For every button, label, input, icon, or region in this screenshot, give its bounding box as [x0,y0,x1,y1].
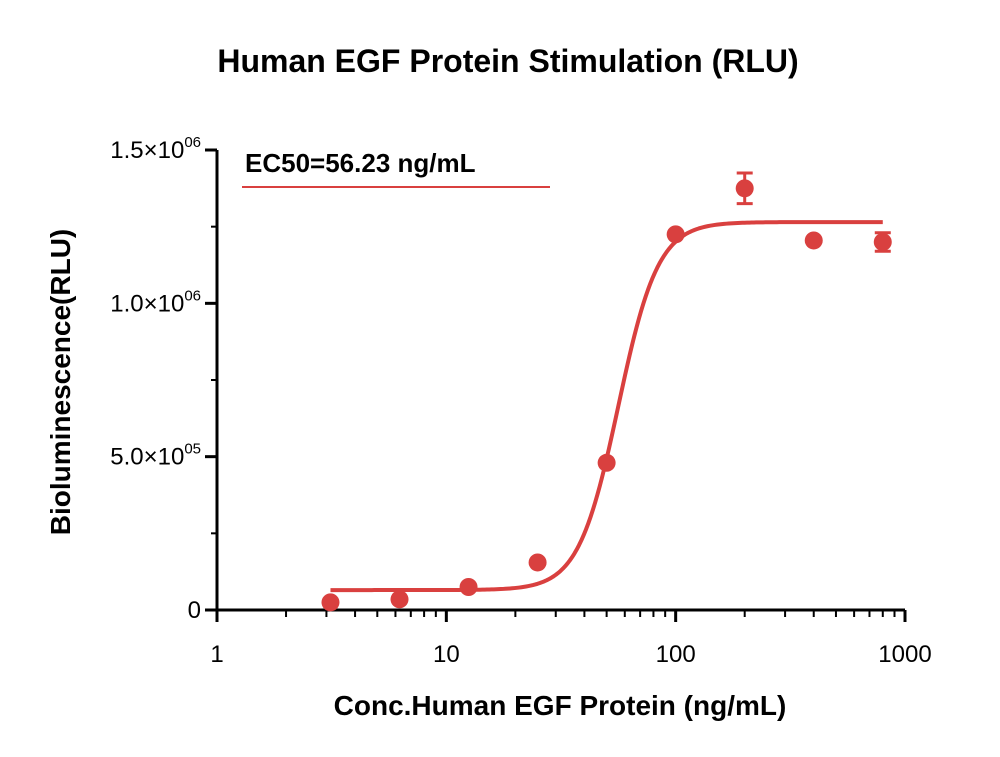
ec50-annotation: EC50=56.23 ng/mL [245,148,476,178]
y-tick-label: 1.0×1006 [110,287,201,317]
data-points-layer [321,171,892,612]
data-point [390,590,409,609]
data-point [459,578,478,596]
data-point [528,553,547,572]
data-point [597,453,616,472]
x-axis-title: Conc.Human EGF Protein (ng/mL) [334,690,787,721]
x-tick-label: 100 [656,641,696,668]
y-axis-title: Bioluminescence(RLU) [45,229,76,536]
data-point [321,593,340,612]
y-tick-label: 1.5×1006 [110,134,201,164]
data-point [873,233,892,251]
x-tick-label: 1 [210,641,223,668]
fit-curve-layer [330,220,883,593]
fit-curve [330,220,883,593]
data-point [804,231,823,250]
y-tick-label: 0 [188,597,201,624]
x-tick-label: 1000 [878,641,931,668]
data-point [735,179,754,198]
chart-title: Human EGF Protein Stimulation (RLU) [217,43,798,79]
data-point [666,225,685,244]
y-tick-label: 5.0×1005 [110,441,201,471]
x-tick-label: 10 [433,641,460,668]
